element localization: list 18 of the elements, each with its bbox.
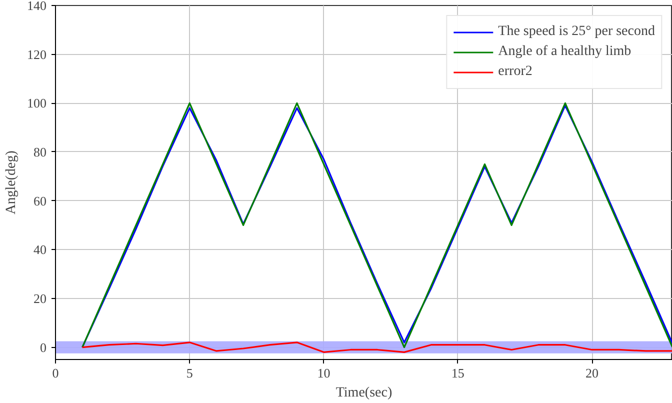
y-tick-label: 60 [34, 193, 46, 208]
x-tick-label: 5 [186, 366, 193, 380]
legend-label: Angle of a healthy limb [498, 43, 632, 61]
legend-label: error2 [498, 63, 532, 81]
x-tick-label: 0 [52, 366, 59, 380]
y-tick-label: 100 [27, 96, 46, 111]
y-tick-label: 0 [40, 340, 46, 355]
y-tick-label: 120 [27, 46, 46, 62]
x-tick-label: 15 [451, 366, 464, 380]
x-axis-title: Time(sec) [336, 386, 392, 400]
y-tick-label: 140 [27, 0, 46, 13]
y-tick-label: 20 [34, 290, 46, 306]
y-axis-title: Angle(deg) [4, 150, 19, 214]
x-tick-label: 20 [586, 366, 599, 380]
y-tick-label: 40 [34, 242, 46, 258]
y-tick-label: 80 [34, 144, 46, 160]
x-tick-label: 10 [317, 366, 330, 380]
legend-label: The speed is 25° per second [498, 23, 655, 41]
